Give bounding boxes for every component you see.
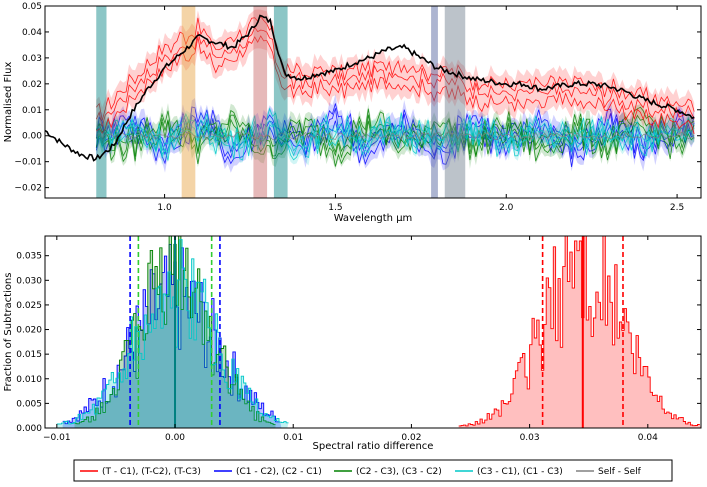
spectrum-y-tick-label: 0.01 <box>22 106 42 116</box>
spectrum-x-tick-label: 2.5 <box>670 203 684 213</box>
spectrum-series-line-2 <box>95 118 695 167</box>
histogram-y-tick-label: 0.005 <box>16 399 42 409</box>
legend: (T - C1), (T-C2), (T-C3) (C1 - C2), (C2 -… <box>73 459 673 482</box>
histogram-y-tick-label: 0.000 <box>16 424 42 434</box>
spectrum-line <box>45 14 695 162</box>
spectrum-series-line-1 <box>95 118 695 167</box>
histogram-y-tick-label: 0.015 <box>16 350 42 360</box>
legend-label: (T - C1), (T-C2), (T-C3) <box>102 467 201 477</box>
histogram-x-tick-label: 0.02 <box>401 433 421 443</box>
spectrum-series-line-0 <box>96 35 695 135</box>
spectrum-y-tick-label: −0.01 <box>14 158 42 168</box>
spectrum-series-line-3 <box>96 107 695 152</box>
histogram-ticks: −0.01 0.00 0.01 0.02 0.03 0.04 0.000 0.005 0.010… <box>16 236 701 443</box>
histogram-y-tick-label: 0.025 <box>16 301 42 311</box>
histogram-x-axis-label: Spectral ratio difference <box>313 441 434 452</box>
histogram-y-tick-label: 0.010 <box>16 375 42 385</box>
spectrum-series-line-0 <box>95 15 695 121</box>
spectrum-series-line-1 <box>95 108 695 160</box>
spectrum-series-line-2 <box>95 106 695 154</box>
spectrum-series-line-4 <box>96 131 695 141</box>
histogram-x-tick-label: 0.01 <box>283 433 303 443</box>
spectrum-axes-frame <box>44 5 702 199</box>
histogram-x-tick-label: 0.03 <box>520 433 540 443</box>
histogram-marks <box>56 236 701 428</box>
histogram-y-tick-label: 0.030 <box>16 276 42 286</box>
histogram-x-tick-label: −0.01 <box>43 433 71 443</box>
spectrum-y-tick-label: 0.00 <box>22 132 42 142</box>
spectrum-y-tick-label: −0.02 <box>14 184 42 194</box>
legend-label: (C2 - C3), (C3 - C2) <box>356 467 442 477</box>
spectrum-y-axis-label: Normalised Flux <box>3 62 14 143</box>
spectrum-x-tick-label: 1.5 <box>328 203 342 213</box>
spectrum-panel: 1.0 1.5 2.0 2.5 −0.02 −0.01 0.00 0.01 0.02 0.03 0.… <box>3 2 702 224</box>
histogram-panel: −0.01 0.00 0.01 0.02 0.03 0.04 0.000 0.005 0.010… <box>3 235 702 452</box>
legend-label: (C3 - C1), (C1 - C3) <box>477 467 563 477</box>
spectrum-x-tick-label: 2.0 <box>499 203 514 213</box>
histogram-y-tick-label: 0.020 <box>16 326 42 336</box>
telluric-band <box>253 6 268 198</box>
spectrum-series-line-3 <box>95 117 695 157</box>
spectrum-band-0 <box>96 9 695 146</box>
spectrum-series-line-0 <box>95 26 695 127</box>
legend-label: (C1 - C2), (C2 - C1) <box>236 467 322 477</box>
spectrum-y-tick-label: 0.05 <box>22 2 42 12</box>
histogram-fill-2 <box>56 239 289 428</box>
legend-frame <box>73 459 673 482</box>
histogram-x-tick-label: 0.00 <box>165 433 185 443</box>
histogram-step-3 <box>458 236 700 427</box>
spectrum-marks <box>45 6 695 198</box>
spectrum-ticks: 1.0 1.5 2.0 2.5 −0.02 −0.01 0.00 0.01 0.02 0.03 0.… <box>14 2 701 213</box>
histogram-axes-frame <box>44 235 702 429</box>
histogram-y-axis-label: Fraction of Subtractions <box>3 273 14 392</box>
spectrum-y-tick-label: 0.03 <box>22 54 42 64</box>
spectrum-x-tick-label: 1.0 <box>157 203 172 213</box>
spectrum-x-axis-label: Wavelength μm <box>334 213 413 224</box>
telluric-band <box>431 6 438 198</box>
spectrum-series-line-3 <box>96 122 695 161</box>
histogram-step-1 <box>74 236 276 426</box>
histogram-step-2 <box>56 239 289 425</box>
telluric-band <box>181 6 196 198</box>
telluric-band <box>444 6 466 198</box>
histogram-x-tick-label: 0.04 <box>638 433 658 443</box>
telluric-band <box>273 6 288 198</box>
histogram-fill-3 <box>458 236 701 428</box>
histogram-y-tick-label: 0.035 <box>16 252 42 262</box>
spectrum-y-tick-label: 0.04 <box>22 28 42 38</box>
legend-label: Self - Self <box>598 467 642 477</box>
telluric-band <box>96 6 107 198</box>
spectrum-y-tick-label: 0.02 <box>22 80 42 90</box>
